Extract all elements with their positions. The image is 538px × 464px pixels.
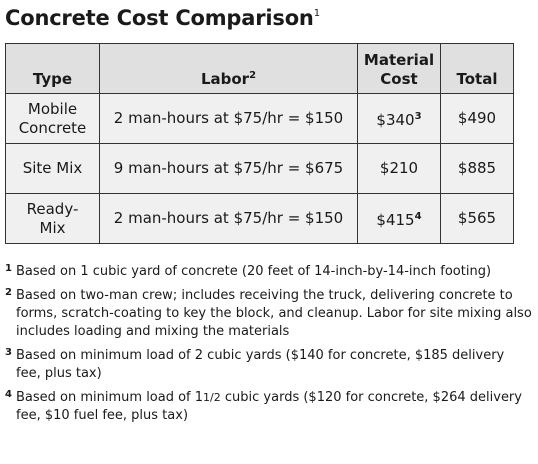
footnote-2: 2 Based on two-man crew; includes receivi… — [5, 287, 533, 341]
footnote-text: Based on 1 cubic yard of concrete (20 fe… — [16, 264, 492, 279]
material-value: $340 — [376, 111, 415, 129]
cell-labor: 2 man-hours at $75/hr = $150 — [99, 193, 358, 244]
footnote-text: Based on minimum load of 2 cubic yards (… — [16, 348, 505, 381]
material-note: 3 — [414, 111, 422, 122]
footnote-text-before: Based on minimum load of 1 — [16, 390, 204, 405]
footnote-fraction: 1/2 — [203, 391, 221, 404]
header-labor-note: 2 — [249, 70, 257, 81]
cell-total: $490 — [440, 93, 514, 144]
material-value: $415 — [376, 211, 415, 229]
cell-material: $4154 — [357, 193, 441, 244]
type-line2: Concrete — [18, 118, 87, 137]
footnote-4: 4 Based on minimum load of 11/2 cubic yar… — [5, 389, 533, 425]
cell-type: Mobile Concrete — [5, 93, 100, 144]
cell-material: $210 — [357, 143, 441, 194]
footnote-text-after: cubic yards ($120 for concrete, $264 del… — [16, 390, 522, 423]
type-line2: Mix — [39, 218, 66, 237]
footnote-number: 2 — [5, 287, 12, 298]
cell-labor: 9 man-hours at $75/hr = $675 — [99, 143, 358, 194]
cell-type: Site Mix — [5, 143, 100, 194]
table-row: Site Mix 9 man-hours at $75/hr = $675 $2… — [5, 143, 514, 194]
header-material-cost: Material Cost — [357, 43, 441, 94]
footnote-text: Based on two-man crew; includes receivin… — [16, 288, 532, 339]
cell-material: $3403 — [357, 93, 441, 144]
header-type: Type — [5, 43, 100, 94]
cost-comparison-table: Type Labor2 Material Cost Total Mobile Con… — [5, 43, 514, 244]
table-row: Mobile Concrete 2 man-hours at $75/hr = $… — [5, 93, 514, 144]
type-line1: Ready- — [26, 199, 79, 218]
page-title: Concrete Cost Comparison1 — [5, 6, 320, 30]
footnote-number: 4 — [5, 389, 12, 400]
cell-type: Ready- Mix — [5, 193, 100, 244]
cell-total: $885 — [440, 143, 514, 194]
header-material-line1: Material — [363, 51, 435, 69]
footnote-number: 3 — [5, 347, 12, 358]
type-line1: Mobile — [27, 99, 78, 118]
header-labor-text: Labor — [200, 70, 250, 88]
title-text: Concrete Cost Comparison — [5, 6, 314, 30]
cell-total: $565 — [440, 193, 514, 244]
header-total: Total — [440, 43, 514, 94]
footnotes: 1 Based on 1 cubic yard of concrete (20 f… — [5, 263, 533, 431]
header-material-line2: Cost — [380, 70, 418, 88]
footnote-number: 1 — [5, 263, 12, 274]
cell-labor: 2 man-hours at $75/hr = $150 — [99, 93, 358, 144]
footnote-3: 3 Based on minimum load of 2 cubic yards … — [5, 347, 533, 383]
table-header-row: Type Labor2 Material Cost Total — [5, 43, 514, 94]
header-labor: Labor2 — [99, 43, 358, 94]
material-note: 4 — [414, 211, 422, 222]
footnote-1: 1 Based on 1 cubic yard of concrete (20 f… — [5, 263, 533, 281]
table-row: Ready- Mix 2 man-hours at $75/hr = $150 $… — [5, 193, 514, 244]
title-footnote-marker: 1 — [313, 8, 320, 19]
